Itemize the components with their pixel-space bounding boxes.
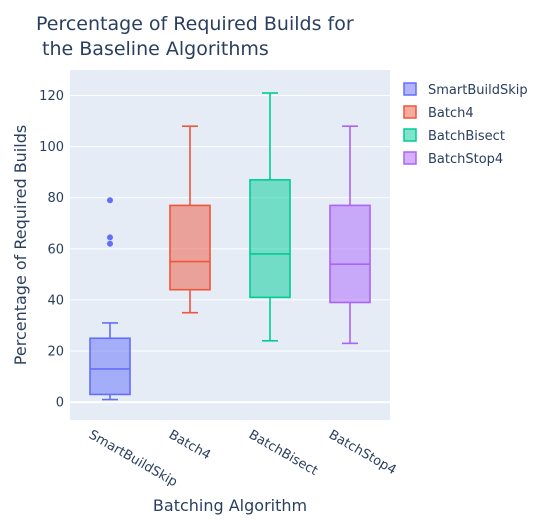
x-axis-title: Batching Algorithm: [153, 496, 307, 515]
iqr-box: [89, 337, 131, 396]
legend-item-batchbisect[interactable]: BatchBisect: [403, 128, 505, 144]
box-batchstop4[interactable]: [329, 125, 371, 345]
y-axis-ticks: 0 20 40 60 80 100 120: [39, 89, 64, 411]
y-tick-label: 80: [47, 191, 64, 206]
legend-label: BatchStop4: [428, 152, 503, 167]
outlier-point: [107, 234, 113, 241]
y-tick-label: 100: [39, 140, 64, 155]
legend-swatch: [403, 82, 417, 96]
outlier-point: [107, 197, 113, 204]
legend-swatch: [403, 151, 417, 165]
iqr-box: [329, 204, 371, 304]
y-tick-label: 20: [47, 345, 64, 360]
box-batch4[interactable]: [169, 125, 211, 314]
legend-item-smartbuildskip[interactable]: SmartBuildSkip: [403, 82, 528, 98]
legend-label: Batch4: [428, 106, 474, 121]
y-tick-label: 60: [47, 242, 64, 257]
chart-title-line-2: the Baseline Algorithms: [36, 38, 269, 60]
legend-item-batch4[interactable]: Batch4: [403, 105, 474, 121]
iqr-box: [169, 204, 211, 291]
box-batchbisect[interactable]: [249, 92, 291, 342]
y-tick-label: 120: [39, 89, 64, 104]
box-smartbuildskip[interactable]: [89, 197, 131, 401]
legend-swatch: [403, 105, 417, 119]
legend-item-batchstop4[interactable]: BatchStop4: [403, 151, 503, 167]
legend-label: SmartBuildSkip: [428, 83, 528, 98]
outlier-point: [107, 240, 113, 247]
y-axis-title: Percentage of Required Builds: [11, 125, 30, 365]
y-tick-label: 40: [47, 293, 64, 308]
boxes: [89, 92, 371, 401]
legend[interactable]: SmartBuildSkip Batch4 BatchBisect BatchStop…: [403, 82, 528, 167]
legend-swatch: [403, 128, 417, 142]
legend-label: BatchBisect: [428, 129, 505, 144]
chart-title-line-1: Percentage of Required Builds for: [36, 13, 354, 35]
iqr-box: [249, 179, 291, 299]
y-tick-label: 0: [56, 396, 64, 411]
